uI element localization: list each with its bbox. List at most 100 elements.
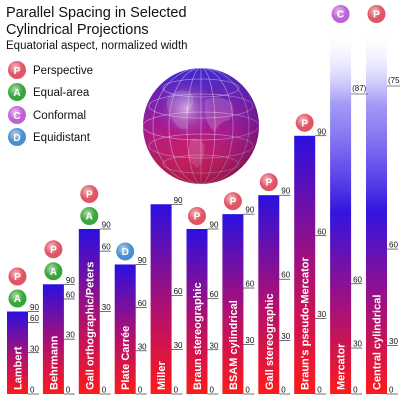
- tick-label: 0: [353, 386, 358, 395]
- bar-category-label: Lambert: [13, 346, 25, 390]
- bar-group: 0 30 60 90 Gall stereographic P: [258, 173, 291, 395]
- badge-shine: [80, 185, 99, 203]
- legend-item-equal-area: A Equal-area: [8, 83, 90, 101]
- bar-group: 0 30 60 90 Braun stereographic P: [186, 207, 219, 395]
- bar-group: 0 30 60 (75) Central cylindrical P: [366, 5, 400, 395]
- bar: [222, 214, 244, 394]
- property-badge-letter: P: [301, 118, 308, 129]
- tick-label: 30: [389, 337, 398, 346]
- property-badge-letter: A: [86, 212, 93, 223]
- tick-label: 0: [66, 386, 71, 395]
- bar: [150, 204, 172, 394]
- tick-label: 0: [174, 386, 179, 395]
- bar: [114, 264, 136, 394]
- bars-layer: 0306090LambertAP0306090BehrmannAP0306090…: [7, 5, 400, 395]
- tick-label: 30: [317, 310, 326, 319]
- legend-item-equidistant: D Equidistant: [8, 128, 91, 146]
- badge-shine: [8, 267, 27, 286]
- bar-group: 0 30 60 90 BSAM cylindrical P: [222, 192, 255, 395]
- legend-item-conformal: C Conformal: [8, 106, 86, 124]
- tick-label: 0: [138, 386, 143, 395]
- legend-label: Conformal: [33, 110, 86, 122]
- badge-shine: [259, 173, 278, 192]
- bar-category-label: Mercator: [336, 343, 348, 390]
- badge-shine: [295, 113, 314, 132]
- legend-key: C: [13, 111, 20, 122]
- bar-category-label: Behrmann: [48, 335, 60, 390]
- tick-label: 0: [281, 386, 286, 395]
- property-badge-letter: P: [194, 212, 201, 223]
- bar-category-label: BSAM cylindrical: [228, 300, 240, 390]
- property-badge-letter: C: [337, 10, 344, 21]
- property-badge-letter: D: [122, 247, 129, 258]
- property-badge-letter: P: [86, 190, 93, 201]
- bar-category-label: Braun's pseudo-Mercator: [300, 256, 312, 390]
- tick-label: 60: [281, 271, 290, 280]
- tick-label: 90: [102, 221, 111, 230]
- bar: [258, 195, 280, 394]
- bar: [78, 229, 100, 394]
- bar-group: 0 30 60 90 Gall orthographic/Peters AP: [78, 185, 111, 395]
- legend-label: Perspective: [33, 65, 93, 77]
- badge-shine: [8, 289, 27, 308]
- legend-key: A: [13, 88, 20, 99]
- tick-label: 0: [245, 386, 250, 395]
- bar-group: 0 30 60 90 Miller: [150, 196, 183, 395]
- bar-category-label: Central cylindrical: [372, 295, 384, 390]
- tick-label: 30: [102, 303, 111, 312]
- tick-label: 0: [30, 386, 35, 395]
- tick-label: 0: [102, 386, 107, 395]
- legend-label: Equal-area: [33, 87, 90, 99]
- property-badge-letter: A: [50, 267, 57, 278]
- tick-label: 90: [245, 206, 254, 215]
- property-badge-letter: A: [14, 294, 21, 305]
- tick-label: 30: [138, 342, 147, 351]
- property-badge-letter: P: [50, 245, 57, 256]
- tick-label: 0: [210, 386, 215, 395]
- badge-shine: [80, 207, 99, 225]
- legend-label: Equidistant: [33, 132, 91, 144]
- top-label: (75): [388, 76, 400, 85]
- badge-shine: [188, 207, 206, 225]
- tick-label: 90: [174, 196, 183, 205]
- legend: P Perspective A Equal-area C Conformal D…: [8, 61, 93, 146]
- bar-group: 0 30 60 90 Plate Carrée D: [114, 242, 147, 395]
- bar: [186, 229, 208, 394]
- tick-label: 0: [389, 386, 394, 395]
- tick-label: 90: [30, 303, 39, 312]
- badge-shine: [116, 242, 135, 261]
- tick-label: 30: [66, 331, 75, 340]
- tick-label: 30: [174, 341, 183, 350]
- tick-label: 30: [353, 340, 362, 349]
- tick-label: 60: [389, 241, 398, 250]
- bar-category-label: Braun stereographic: [192, 282, 204, 390]
- bar-group: 0 30 60 90 Lambert AP: [7, 267, 39, 395]
- bar-group: 0 30 60 (87) Mercator C: [330, 5, 369, 395]
- tick-label: 60: [353, 275, 362, 284]
- badge-shine: [331, 5, 350, 23]
- legend-key: D: [13, 133, 20, 144]
- tick-label: 60: [317, 227, 326, 236]
- tick-label: 30: [210, 341, 219, 350]
- bar: [7, 311, 28, 394]
- property-badge-letter: P: [14, 272, 21, 283]
- tick-label: 90: [281, 187, 290, 196]
- tick-label: 30: [281, 332, 290, 341]
- legend-key: P: [14, 66, 21, 77]
- badge-shine: [223, 192, 242, 211]
- tick-label: 0: [317, 386, 322, 395]
- tick-label: 90: [66, 276, 75, 285]
- bar: [366, 30, 387, 394]
- badge-shine: [367, 5, 386, 23]
- chart-title-line-1: Parallel Spacing in Selected: [6, 5, 187, 21]
- tick-label: 60: [66, 290, 75, 299]
- tick-label: 60: [30, 314, 39, 323]
- tick-label: 60: [174, 287, 183, 296]
- legend-item-perspective: P Perspective: [8, 61, 93, 79]
- bar: [294, 135, 316, 394]
- top-label: (87): [352, 84, 367, 93]
- tick-label: 60: [102, 243, 111, 252]
- tick-label: 60: [245, 280, 254, 289]
- tick-label: 90: [138, 256, 147, 265]
